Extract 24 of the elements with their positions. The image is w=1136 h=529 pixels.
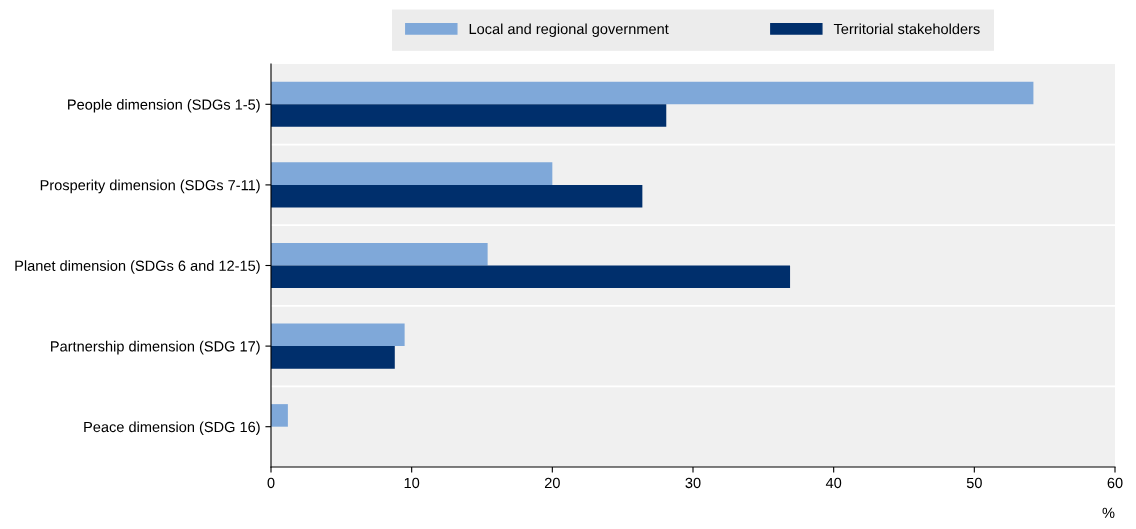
x-tick-label: 10 [404, 477, 420, 489]
y-tick-label: Planet dimension (SDGs 6 and 12-15) [15, 260, 260, 274]
y-tick-label: People dimension (SDGs 1-5) [68, 99, 260, 113]
x-tick-label: 50 [966, 477, 982, 489]
x-tick-label: 20 [544, 477, 560, 489]
x-tick-label: 60 [1107, 477, 1123, 489]
bar [271, 81, 1034, 105]
y-tick-label: Prosperity dimension (SDGs 7-11) [40, 179, 260, 194]
bar [271, 346, 395, 369]
x-axis-title: % [1102, 507, 1115, 518]
x-tick-label: 30 [685, 477, 701, 489]
x-tick-label: 40 [825, 477, 842, 489]
bar [271, 323, 405, 347]
legend-label: Local and regional government [469, 23, 669, 38]
bar [271, 162, 553, 185]
y-tick-label: Partnership dimension (SDG 17) [51, 340, 260, 355]
bar [271, 404, 288, 427]
bar [271, 104, 667, 127]
bar [271, 184, 643, 208]
legend-label: Territorial stakeholders [833, 23, 980, 35]
y-tick-label: Peace dimension (SDG 16) [84, 421, 260, 435]
bar [271, 242, 488, 266]
bar [271, 265, 791, 289]
x-tick-label: 0 [267, 477, 275, 489]
